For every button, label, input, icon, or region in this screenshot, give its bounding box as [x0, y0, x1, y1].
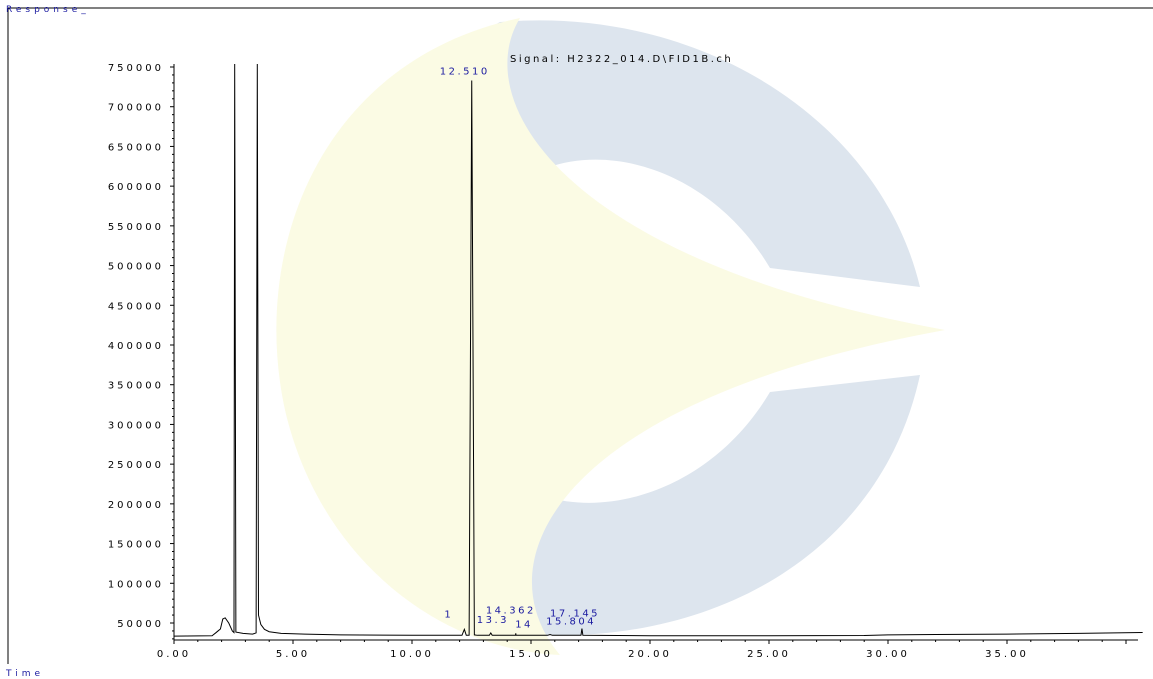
x-tick-label: 5.00: [276, 649, 310, 660]
x-tick-label: 30.00: [866, 649, 910, 660]
peak-label: 15.804: [546, 617, 596, 628]
watermark-yellow-shape: [276, 18, 945, 655]
x-tick-label: 35.00: [985, 649, 1029, 660]
x-tick-label: 15.00: [509, 649, 553, 660]
peak-label: 14.362: [486, 605, 536, 616]
chromatogram-line: [173, 63, 1143, 637]
y-tick-label: 50000: [117, 619, 164, 630]
y-axis: 50000 100000 150000 200000 250000 300000 35000…: [108, 63, 175, 640]
y-tick-label: 400000: [108, 341, 164, 352]
y-tick-label: 250000: [108, 460, 164, 471]
y-tick-label: 700000: [108, 103, 164, 114]
y-tick-label: 650000: [108, 142, 164, 153]
x-tick-label: 0.00: [157, 649, 191, 660]
x-tick-label: 20.00: [628, 649, 672, 660]
peak-label: 17.145: [550, 609, 600, 620]
series-trace: [173, 63, 1143, 637]
signal-title: Signal: H2322_014.D\FID1B.ch: [510, 54, 733, 65]
y-tick-label: 300000: [108, 420, 164, 431]
y-tick-label: 350000: [108, 381, 164, 392]
y-tick-label: 600000: [108, 182, 164, 193]
peak-label: 13.3: [477, 615, 509, 626]
y-axis-title: Response_: [6, 5, 90, 15]
y-tick-label: 550000: [108, 222, 164, 233]
y-tick-label: 450000: [108, 301, 164, 312]
peak-label: 12.510: [440, 67, 490, 78]
peak-labels: 12.510 14.362 17.145 1 13.3 14 15.804: [440, 67, 600, 631]
x-tick-label: 25.00: [747, 649, 791, 660]
y-tick-label: 200000: [108, 500, 164, 511]
watermark-blue-shape-lower: [443, 375, 920, 636]
peak-label: 1: [444, 609, 453, 620]
y-tick-label: 500000: [108, 262, 164, 273]
watermark-blue-shape: [443, 20, 920, 288]
x-axis-title: Time: [5, 669, 44, 679]
frame: [7, 7, 1153, 664]
peak-label: 14: [515, 619, 533, 630]
y-tick-label: 150000: [108, 540, 164, 551]
x-axis: 0.00 5.00 10.00 15.00 20.00 25.00 30.00 35.00: [157, 639, 1138, 660]
x-tick-label: 10.00: [390, 649, 434, 660]
y-tick-label: 750000: [108, 63, 164, 74]
watermark-logo: [276, 18, 945, 655]
y-tick-label: 100000: [108, 579, 164, 590]
